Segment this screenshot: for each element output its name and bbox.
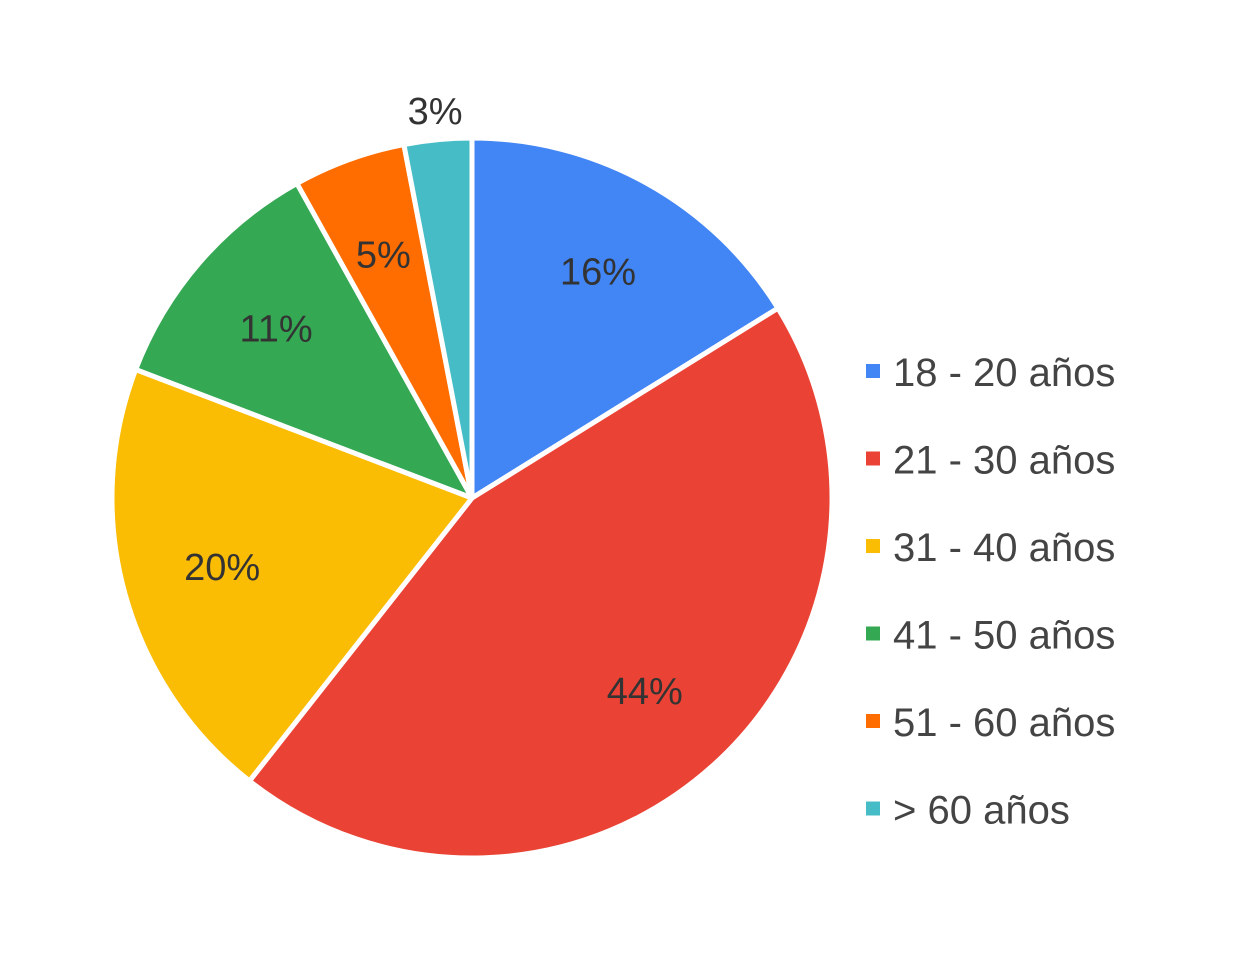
legend-label: 21 - 30 años bbox=[893, 439, 1115, 483]
pie-slice[interactable] bbox=[401, 135, 475, 501]
pie-slice[interactable] bbox=[133, 180, 475, 501]
slice-labels: 16% 44% 20% 11% 5% 3% bbox=[184, 91, 683, 713]
slice-label: 16% bbox=[560, 251, 636, 293]
legend-swatch bbox=[866, 451, 880, 466]
slice-label: 5% bbox=[356, 234, 411, 276]
legend-label: 51 - 60 años bbox=[893, 701, 1115, 745]
legend-label: > 60 años bbox=[893, 789, 1070, 833]
slice-label: 44% bbox=[607, 671, 683, 713]
legend-swatch bbox=[866, 539, 880, 553]
legend: 18 - 20 años 21 - 30 años 31 - 40 años 41 -… bbox=[866, 351, 1115, 833]
pie-slice[interactable] bbox=[469, 135, 781, 501]
slice-label: 3% bbox=[408, 91, 463, 133]
legend-label: 31 - 40 años bbox=[893, 526, 1115, 570]
legend-swatch bbox=[866, 626, 880, 641]
pie-slice[interactable] bbox=[109, 367, 475, 784]
slice-label: 20% bbox=[184, 547, 260, 589]
pie-slice[interactable] bbox=[246, 305, 835, 861]
legend-label: 18 - 20 años bbox=[893, 351, 1115, 395]
legend-label: 41 - 50 años bbox=[893, 614, 1115, 658]
legend-swatch bbox=[866, 801, 880, 816]
slice-label: 11% bbox=[239, 308, 312, 350]
pie-slices bbox=[109, 135, 835, 861]
legend-swatch bbox=[866, 714, 880, 728]
legend-swatch bbox=[866, 364, 880, 378]
